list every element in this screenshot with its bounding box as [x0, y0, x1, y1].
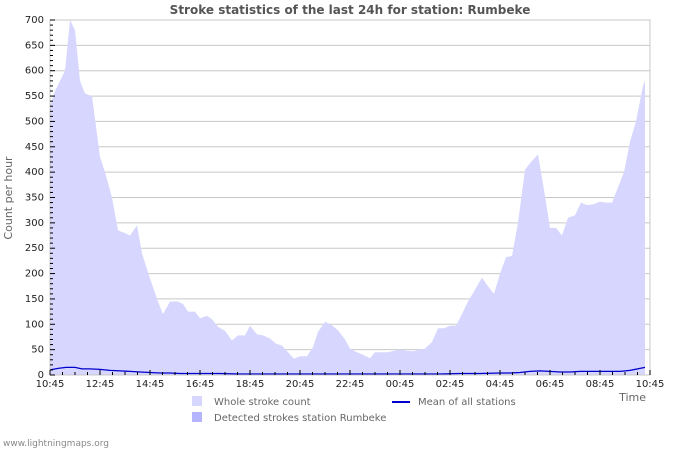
y-tick-label: 550: [25, 91, 44, 102]
y-tick-label: 150: [25, 294, 44, 305]
x-tick-label: 04:45: [486, 379, 515, 390]
y-axis-title: Count per hour: [2, 156, 15, 240]
x-tick-label: 22:45: [336, 379, 365, 390]
x-tick-label: 00:45: [386, 379, 415, 390]
x-tick-label: 10:45: [636, 379, 665, 390]
legend-swatch-detected: [192, 412, 202, 422]
y-tick-label: 600: [25, 66, 44, 77]
legend-label-whole: Whole stroke count: [214, 397, 311, 408]
x-tick-label: 20:45: [286, 379, 315, 390]
legend-label-mean: Mean of all stations: [418, 397, 516, 408]
x-tick-label: 16:45: [186, 379, 215, 390]
x-tick-label: 14:45: [136, 379, 165, 390]
x-tick-label: 18:45: [236, 379, 265, 390]
mean-all-stations-line: [49, 366, 646, 375]
y-tick-label: 450: [25, 142, 44, 153]
x-axis-title: Time: [618, 391, 646, 404]
y-tick-label: 100: [25, 319, 44, 330]
x-tick-label: 06:45: [536, 379, 565, 390]
y-tick-label: 700: [25, 15, 44, 26]
footer-credit: www.lightningmaps.org: [3, 439, 109, 449]
y-axis: 0 50 100 150 200 250 300 350 400 450 500 550 600 650 7…: [25, 15, 55, 381]
chart-title: Stroke statistics of the last 24h for st…: [170, 3, 531, 17]
y-tick-label: 250: [25, 243, 44, 254]
y-tick-label: 650: [25, 40, 44, 51]
legend: Whole stroke count Detected strokes stat…: [192, 396, 516, 424]
y-tick-label: 200: [25, 269, 44, 280]
y-tick-label: 350: [25, 193, 44, 204]
x-tick-label: 08:45: [586, 379, 615, 390]
x-axis: 10:45 12:45 14:45 16:45 18:45 20:45 22:45 00:45…: [36, 370, 665, 390]
legend-swatch-whole: [192, 396, 202, 406]
y-tick-label: 0: [38, 370, 44, 381]
whole-stroke-count-area: [50, 20, 645, 375]
y-tick-label: 300: [25, 218, 44, 229]
x-tick-label: 02:45: [436, 379, 465, 390]
x-tick-label: 10:45: [36, 379, 65, 390]
y-tick-label: 500: [25, 116, 44, 127]
legend-label-detected: Detected strokes station Rumbeke: [214, 413, 386, 424]
y-tick-label: 50: [31, 345, 44, 356]
y-tick-label: 400: [25, 167, 44, 178]
x-tick-label: 12:45: [86, 379, 115, 390]
